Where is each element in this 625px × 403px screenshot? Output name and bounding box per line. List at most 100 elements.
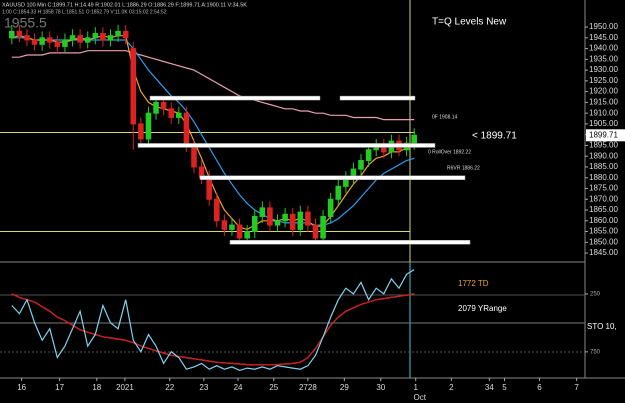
y-tick-label: 1935.00 [589, 54, 618, 63]
y-tick-label: 1845.00 [589, 248, 618, 257]
candle-body [297, 211, 304, 230]
candle-body [411, 134, 417, 144]
candle-body [69, 35, 76, 41]
candle-body [176, 112, 182, 118]
level-bar [339, 95, 416, 101]
x-tick-label: 2728 [299, 383, 317, 392]
x-tick-label: 7 [574, 383, 579, 392]
y-tick-label: 1910.00 [589, 108, 618, 117]
x-tick-label: 30 [376, 383, 385, 392]
moving-average [11, 50, 415, 121]
candle-body [312, 224, 319, 239]
y-tick-label: 1940.00 [589, 44, 618, 53]
level-bar [229, 240, 471, 245]
candle-body [115, 30, 121, 37]
y-tick-label: 1855.00 [589, 227, 618, 236]
candle-body [84, 37, 91, 43]
candle-body [62, 39, 68, 47]
candle-body [9, 30, 15, 39]
y-tick-label: 1925.00 [589, 76, 618, 85]
candle-body [122, 30, 129, 39]
x-tick-label: 1 [413, 383, 418, 392]
x-tick-label: 22 [165, 383, 174, 392]
level-annotation: 0F 1908.14 [432, 114, 458, 120]
candle-body [145, 112, 152, 140]
candle-body [100, 33, 106, 41]
candle-body [24, 35, 30, 41]
y-tick-label: 1950.00 [589, 22, 618, 31]
y-tick-label: 1895.00 [589, 141, 618, 150]
y-tick-label: 1905.00 [589, 119, 618, 128]
last-price: 1899.71 [589, 130, 618, 139]
x-tick-label: 16 [17, 383, 26, 392]
candle-body [46, 37, 53, 43]
candle-body [282, 213, 288, 222]
candle-body [160, 101, 167, 110]
osc-annotation: STO 10, [587, 322, 617, 331]
level-bar [149, 95, 321, 101]
candle-body [31, 39, 38, 45]
last-price-box [586, 129, 625, 142]
candle-body [168, 108, 175, 118]
big-value: 1955.5 [4, 15, 47, 31]
candle-body [358, 160, 364, 170]
level-annotation: 0 RollOver 1892.22 [428, 149, 471, 155]
candle-body [54, 41, 61, 47]
study-title: T=Q Levels New [432, 17, 507, 28]
candle-body [92, 33, 99, 39]
y-tick-label: 1870.00 [589, 194, 618, 203]
x-tick-label: 25 [269, 383, 278, 392]
y-tick-label: 750 [590, 349, 601, 355]
candle-body [259, 207, 266, 217]
candle-body [183, 112, 190, 146]
candle-body [221, 220, 228, 230]
x-sublabel: Oct [413, 393, 426, 402]
candle-body [39, 37, 45, 45]
oscillator-line [11, 269, 415, 372]
price-annotation: < 1899.71 [472, 131, 517, 142]
candle-body [327, 198, 334, 217]
x-tick-label: 2021 [116, 383, 134, 392]
candle-body [153, 101, 159, 114]
candle-body [16, 30, 23, 37]
candle-body [206, 177, 212, 200]
x-tick-label: 18 [92, 383, 101, 392]
candle-body [320, 215, 326, 239]
candle-body [130, 48, 137, 125]
y-tick-label: 1920.00 [589, 87, 618, 96]
x-tick-label: 29 [340, 383, 349, 392]
osc-annotation: 1772 TD [458, 279, 489, 288]
y-tick-label: 1880.00 [589, 173, 618, 182]
y-tick-label: 1850.00 [589, 237, 618, 246]
y-tick-label: 1860.00 [589, 216, 618, 225]
symbol-line: XAUUSD 100 Min C:1899.71 H:14.49 R:1902.… [2, 2, 247, 8]
y-tick-label: 1930.00 [589, 65, 618, 74]
x-tick-label: 34 [485, 383, 494, 392]
candle-body [244, 231, 250, 239]
level-bar [199, 175, 466, 180]
y-tick-label: 1890.00 [589, 151, 618, 160]
candle-body [214, 198, 220, 222]
candle-body [77, 35, 83, 43]
x-tick-label: 5 [502, 383, 507, 392]
candle-body [191, 144, 197, 168]
x-tick-label: 6 [537, 383, 542, 392]
candle-body [236, 224, 243, 239]
y-tick-label: 1915.00 [589, 98, 618, 107]
candle-body [138, 123, 144, 140]
level-annotation: R6VR 1886.22 [447, 165, 480, 171]
x-tick-label: 2 [449, 383, 454, 392]
candle-body [107, 35, 114, 41]
y-tick-label: 1865.00 [589, 205, 618, 214]
sub-line: 1:00 C:1854.33 H:1858.78 L:1851.51 O:185… [2, 9, 167, 15]
x-tick-label: 23 [199, 383, 208, 392]
candle-body [365, 149, 372, 162]
level-bar [137, 143, 436, 148]
candle-body [274, 220, 281, 226]
oscillator-line [11, 293, 415, 366]
candle-body [289, 213, 296, 230]
y-tick-label: 1945.00 [589, 33, 618, 42]
y-tick-label: 250 [590, 292, 601, 298]
